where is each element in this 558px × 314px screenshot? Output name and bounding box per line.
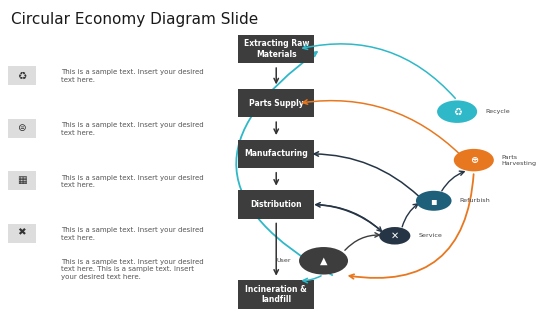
Text: ⊕: ⊕ [470, 155, 478, 165]
Text: ▲: ▲ [320, 256, 328, 266]
Text: This is a sample text. Insert your desired
text here.: This is a sample text. Insert your desir… [61, 227, 204, 241]
Text: Incineration &
landfill: Incineration & landfill [246, 285, 307, 305]
FancyArrowPatch shape [303, 44, 455, 98]
FancyArrowPatch shape [345, 233, 379, 250]
Text: ✖: ✖ [17, 228, 26, 238]
Text: User: User [277, 258, 291, 263]
Circle shape [416, 191, 451, 211]
FancyArrowPatch shape [318, 205, 382, 231]
Circle shape [379, 227, 410, 245]
Text: ♻: ♻ [17, 70, 26, 80]
Text: This is a sample text. Insert your desired
text here.: This is a sample text. Insert your desir… [61, 175, 204, 188]
Text: This is a sample text. Insert your desired
text here.: This is a sample text. Insert your desir… [61, 122, 204, 136]
Text: ▪: ▪ [430, 196, 437, 206]
Text: Parts
Harvesting: Parts Harvesting [502, 154, 537, 166]
Text: Distribution: Distribution [251, 200, 302, 209]
Text: ♻: ♻ [453, 107, 461, 117]
FancyArrowPatch shape [314, 152, 419, 196]
Text: Extracting Raw
Materials: Extracting Raw Materials [243, 39, 309, 59]
Text: Circular Economy Diagram Slide: Circular Economy Diagram Slide [11, 12, 258, 27]
FancyArrowPatch shape [303, 276, 321, 283]
FancyBboxPatch shape [238, 140, 314, 168]
FancyBboxPatch shape [238, 89, 314, 117]
FancyArrowPatch shape [236, 52, 332, 275]
FancyArrowPatch shape [316, 203, 380, 230]
Text: Refurbish: Refurbish [459, 198, 490, 203]
FancyArrowPatch shape [349, 174, 474, 279]
FancyBboxPatch shape [238, 191, 314, 219]
Text: Manufacturing: Manufacturing [244, 149, 308, 158]
Circle shape [437, 100, 477, 123]
Text: ⊜: ⊜ [17, 122, 26, 133]
Text: Recycle: Recycle [485, 109, 509, 114]
Text: This is a sample text. Insert your desired
text here. This is a sample text. Ins: This is a sample text. Insert your desir… [61, 259, 204, 280]
Circle shape [299, 247, 348, 274]
FancyArrowPatch shape [303, 100, 461, 155]
Text: Service: Service [418, 233, 442, 238]
Circle shape [454, 149, 494, 171]
FancyArrowPatch shape [442, 171, 464, 191]
FancyBboxPatch shape [238, 35, 314, 63]
FancyArrowPatch shape [402, 204, 418, 227]
FancyBboxPatch shape [8, 119, 36, 138]
Text: Parts Supply: Parts Supply [249, 99, 304, 108]
FancyBboxPatch shape [238, 280, 314, 309]
FancyBboxPatch shape [8, 171, 36, 190]
Text: ▦: ▦ [17, 175, 27, 185]
Text: This is a sample text. Insert your desired
text here.: This is a sample text. Insert your desir… [61, 69, 204, 83]
FancyBboxPatch shape [8, 224, 36, 243]
Text: ✕: ✕ [391, 231, 399, 241]
FancyBboxPatch shape [8, 66, 36, 85]
